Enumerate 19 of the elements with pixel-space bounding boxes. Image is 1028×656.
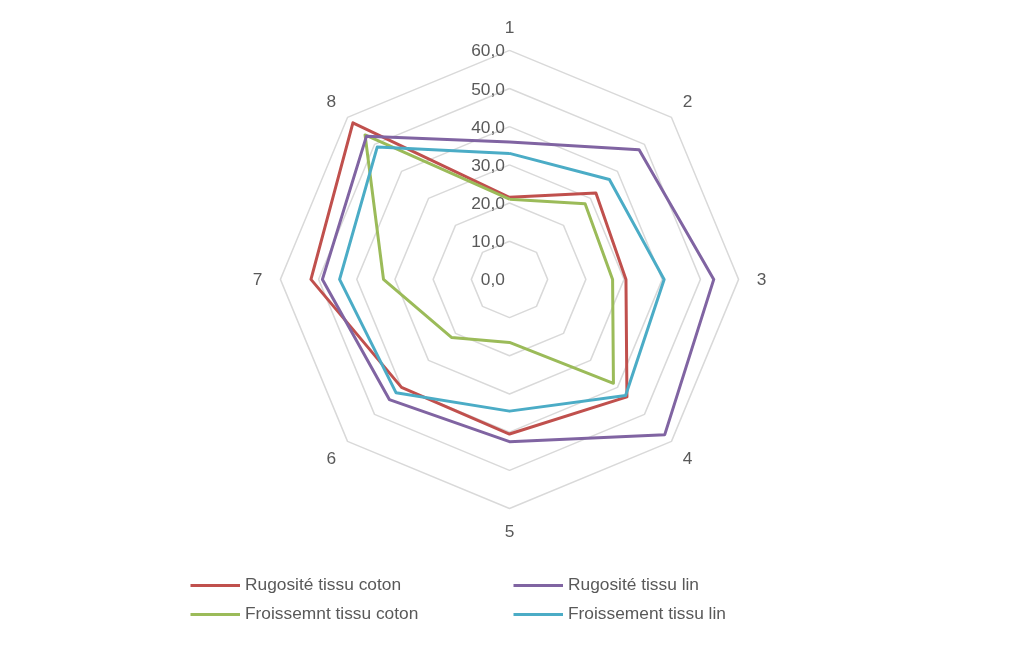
spoke-label: 8 xyxy=(326,91,337,112)
spoke-label: 7 xyxy=(252,269,263,290)
legend-label: Rugosité tissu coton xyxy=(245,574,403,595)
y-tick-label: 40,0 xyxy=(471,116,505,137)
y-tick-label: 30,0 xyxy=(471,154,505,175)
spoke-label: 4 xyxy=(682,447,693,468)
legend-label: Rugosité tissu lin xyxy=(568,574,700,595)
y-tick-label: 50,0 xyxy=(471,78,505,99)
spoke-label: 2 xyxy=(682,91,693,112)
y-tick-label: 60,0 xyxy=(471,40,505,61)
spoke-label: 5 xyxy=(504,521,515,542)
spoke-label: 3 xyxy=(756,269,767,290)
spoke-label: 6 xyxy=(326,447,337,468)
y-tick-label: 10,0 xyxy=(471,231,505,252)
y-tick-label: 0,0 xyxy=(480,269,505,290)
legend-label: Froissemnt tissu coton xyxy=(245,603,420,624)
legend-label: Froissement tissu lin xyxy=(568,603,727,624)
y-tick-label: 20,0 xyxy=(471,193,505,214)
spoke-label: 1 xyxy=(504,17,515,38)
